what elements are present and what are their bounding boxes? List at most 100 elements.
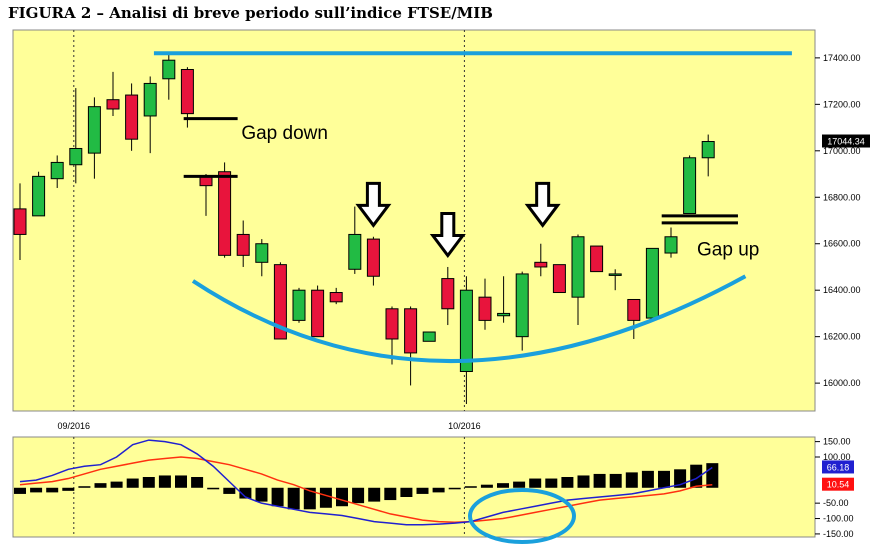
candle [348, 206, 362, 274]
candle [645, 247, 659, 321]
macd-histogram-bar [609, 473, 622, 488]
macd-histogram-bar [706, 463, 719, 488]
down-arrow [429, 212, 466, 259]
candle-body-up [292, 289, 306, 321]
crossover-highlight-ellipse [468, 488, 576, 544]
macd-histogram-bar [432, 487, 445, 493]
signal-value-box [822, 477, 854, 491]
macd-histogram-bar [545, 478, 558, 488]
candle [478, 278, 492, 330]
y-tick-label: 16800.00 [823, 192, 861, 202]
macd-histogram-bar [319, 487, 332, 508]
candle-body-down [329, 292, 343, 303]
candle-body-down [106, 99, 120, 110]
macd-histogram-bar [271, 487, 284, 507]
candle [515, 271, 529, 351]
candle [218, 162, 232, 258]
candle-body-down [534, 261, 548, 268]
signal-line [19, 456, 713, 523]
gap-down-label: Gap down [241, 123, 328, 144]
main-plot-area [12, 29, 816, 412]
candle-body-up [255, 243, 269, 263]
y-tick-label: 17000.00 [823, 146, 861, 156]
down-arrow [355, 181, 392, 228]
candle [236, 220, 250, 267]
macd-histogram-bar [352, 487, 365, 504]
macd-histogram-bar [384, 487, 397, 501]
macd-histogram-bar [287, 487, 300, 510]
candle-body-down [125, 94, 139, 140]
y-tick-label: 16600.00 [823, 239, 861, 249]
candle [608, 269, 622, 291]
y-tick-label: 16200.00 [823, 332, 861, 342]
candle [534, 243, 548, 277]
y-tick-label: 17200.00 [823, 99, 861, 109]
candle [255, 239, 269, 277]
macd-y-tick-label: 150.00 [823, 437, 851, 447]
macd-histogram-bar [126, 478, 139, 488]
macd-histogram-bar [223, 487, 236, 494]
candle [552, 264, 566, 294]
x-tick-label: 09/2016 [58, 421, 91, 431]
macd-histogram-bar [175, 475, 187, 488]
macd-histogram-bar [464, 486, 477, 488]
macd-histogram-bar [416, 487, 429, 494]
gap-up-label: Gap up [697, 239, 759, 260]
macd-histogram-bar [158, 475, 171, 488]
candle-body-up [69, 147, 83, 166]
macd-histogram-bar [78, 486, 91, 488]
candle-body-up [422, 331, 436, 342]
candle-body-up [50, 161, 64, 180]
main-panel: 16000.00 16200.00 16400.00 16600.00 16800.00… [12, 29, 870, 431]
candle-body-up [162, 59, 176, 80]
candle [143, 76, 157, 154]
candle [106, 71, 120, 116]
y-tick-label: 16000.00 [823, 378, 861, 388]
candle-body-down [236, 233, 250, 256]
macd-histogram-bar [207, 487, 220, 490]
candle [162, 53, 176, 100]
macd-histogram-bar [191, 477, 204, 488]
macd-histogram-bar [448, 487, 461, 490]
candle-body-up [664, 236, 678, 254]
candle [701, 134, 715, 177]
macd-y-tick-label: -100.00 [823, 514, 854, 524]
candle [50, 155, 64, 188]
candle-body-up [645, 247, 659, 319]
macd-value-box [822, 460, 854, 474]
macd-histogram-bar [303, 487, 316, 510]
candle-body-up [571, 236, 585, 298]
candle-body-down [180, 68, 194, 115]
candle [366, 236, 380, 286]
candle-body-down [627, 298, 641, 321]
candle [311, 285, 325, 338]
candle [627, 298, 641, 339]
candle-body-down [366, 238, 380, 277]
down-arrow [524, 181, 561, 228]
candle [69, 88, 83, 184]
macd-line [19, 439, 713, 526]
candle [385, 306, 399, 365]
macd-y-tick-label: -150.00 [823, 529, 854, 539]
last-price-box [822, 134, 870, 148]
macd-histogram-bar [593, 473, 606, 488]
macd-histogram-bar [690, 464, 703, 488]
macd-panel: -150.00 -100.00 -50.00 100.00 150.00 66.18 10.… [12, 436, 854, 544]
macd-value-label: 66.18 [827, 462, 850, 472]
candle [422, 331, 436, 342]
candle-body-up [497, 312, 511, 317]
candle [13, 183, 27, 260]
y-tick-label: 16400.00 [823, 285, 861, 295]
macd-y-tick-label: -50.00 [823, 498, 849, 508]
candle [292, 287, 306, 323]
candle-body-down [218, 171, 232, 256]
rounding-bottom-curve [191, 274, 747, 364]
candle [664, 227, 678, 258]
candle [32, 171, 46, 217]
macd-histogram-bar [14, 487, 26, 494]
macd-histogram-bar [658, 470, 670, 488]
macd-histogram-bar [561, 477, 574, 488]
candle [329, 287, 343, 305]
macd-histogram-bar [529, 478, 542, 488]
